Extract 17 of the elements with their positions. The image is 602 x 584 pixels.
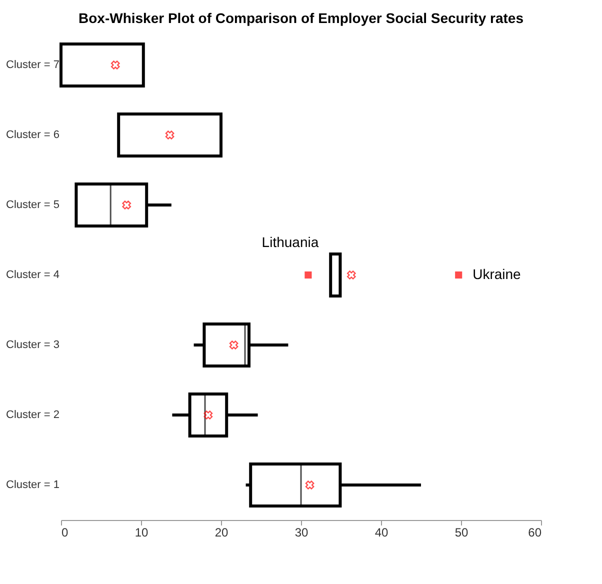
annotation: Ukraine: [472, 266, 522, 282]
y-tick-label: Cluster = 3: [6, 339, 60, 351]
x-tick-label: 50: [454, 526, 468, 540]
annotation: Lithuania: [262, 234, 319, 250]
chart-title: Box-Whisker Plot of Comparison of Employer Social Security rates: [78, 10, 524, 26]
y-tick-label: Cluster = 5: [6, 199, 60, 211]
x-tick-label: 60: [528, 526, 542, 540]
y-tick-label: Cluster = 2: [6, 409, 60, 421]
x-tick-label: 20: [214, 526, 228, 540]
x-tick-label: 10: [134, 526, 148, 540]
y-tick-label: Cluster = 7: [6, 59, 60, 71]
x-tick-label: 30: [294, 526, 308, 540]
y-tick-label: Cluster = 4: [6, 269, 60, 281]
y-tick-label: Cluster = 6: [6, 129, 60, 141]
x-tick-label: 40: [374, 526, 388, 540]
x-tick-label: 0: [62, 526, 68, 540]
y-tick-label: Cluster = 1: [6, 479, 60, 491]
